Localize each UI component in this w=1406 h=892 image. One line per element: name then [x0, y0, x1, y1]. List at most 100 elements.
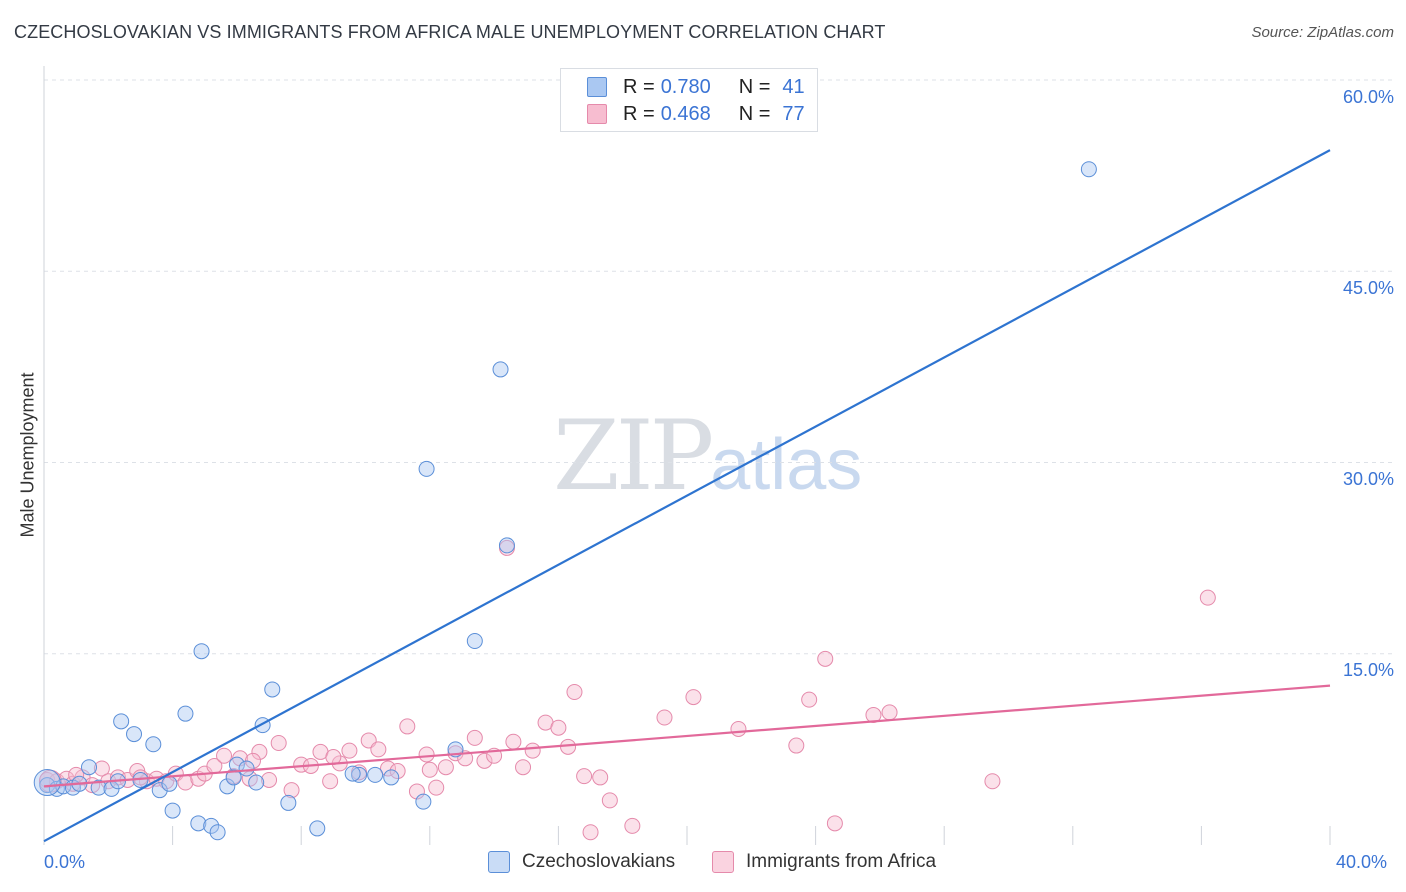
- czechoslovakians-point[interactable]: [418, 460, 435, 477]
- czechoslovakians-point[interactable]: [161, 775, 178, 792]
- immigrants-from-africa-point[interactable]: [421, 761, 438, 778]
- watermark-zip: ZIP: [553, 400, 714, 512]
- immigrants-from-africa-point[interactable]: [984, 773, 1001, 790]
- immigrants-from-africa-point[interactable]: [576, 768, 593, 785]
- immigrants-from-africa-point[interactable]: [801, 691, 818, 708]
- czechoslovakians-point[interactable]: [33, 769, 61, 797]
- chart-source: Source: ZipAtlas.com: [1251, 24, 1394, 41]
- immigrants-from-africa-point[interactable]: [408, 783, 425, 800]
- immigrants-from-africa-point[interactable]: [582, 824, 599, 841]
- immigrants-from-africa-point[interactable]: [216, 747, 233, 764]
- legend-r-value: 0.468: [660, 102, 711, 125]
- czechoslovakians-point[interactable]: [164, 802, 181, 819]
- czechoslovakians-point[interactable]: [113, 713, 130, 730]
- immigrants-from-africa-point[interactable]: [399, 718, 416, 735]
- immigrants-from-africa-point[interactable]: [251, 743, 268, 760]
- legend-n-label: N =: [738, 75, 771, 98]
- immigrants-from-africa-point[interactable]: [466, 729, 483, 746]
- czechoslovakians-point[interactable]: [177, 705, 194, 722]
- immigrants-from-africa-point[interactable]: [826, 815, 843, 832]
- watermark: ZIPatlas: [553, 400, 862, 512]
- immigrants-from-africa-point[interactable]: [550, 719, 567, 736]
- czechoslovakians-point[interactable]: [492, 361, 509, 378]
- czechoslovakians-point[interactable]: [193, 643, 210, 660]
- immigrants-from-africa-point[interactable]: [592, 769, 609, 786]
- immigrants-from-africa-point[interactable]: [505, 733, 522, 750]
- legend-row-immigrants-from-africa: R = 0.468 N = 77: [587, 101, 805, 127]
- czechoslovakians-point[interactable]: [238, 760, 255, 777]
- immigrants-from-africa-point[interactable]: [566, 684, 583, 700]
- immigrants-from-africa-point[interactable]: [656, 709, 673, 726]
- immigrants-from-africa-point[interactable]: [418, 746, 435, 763]
- immigrants-from-africa-point[interactable]: [261, 771, 278, 788]
- immigrants-from-africa-point[interactable]: [437, 759, 454, 776]
- czechoslovakians-point[interactable]: [145, 736, 162, 753]
- immigrants-from-africa-point[interactable]: [283, 782, 300, 799]
- czechoslovakians-point[interactable]: [498, 537, 515, 554]
- legend-swatch-pink: [587, 104, 607, 124]
- legend-swatch-pink: [712, 851, 734, 873]
- legend-swatch-blue: [587, 77, 607, 97]
- immigrants-from-africa-point[interactable]: [515, 759, 532, 776]
- czechoslovakians-point[interactable]: [248, 774, 265, 791]
- axes: [43, 66, 1331, 845]
- immigrants-from-africa-point[interactable]: [380, 760, 397, 777]
- immigrants-from-africa-point[interactable]: [601, 792, 618, 809]
- correlation-legend: R = 0.780 N = 41 R = 0.468 N = 77: [560, 68, 818, 132]
- chart-title: CZECHOSLOVAKIAN VS IMMIGRANTS FROM AFRIC…: [14, 22, 886, 42]
- czechoslovakians-point[interactable]: [415, 793, 432, 810]
- legend-n-value: 77: [782, 102, 805, 125]
- czechoslovakians-point[interactable]: [151, 782, 168, 799]
- watermark-atlas: atlas: [710, 425, 863, 505]
- immigrants-from-africa-point[interactable]: [788, 737, 805, 754]
- czechoslovakians-point[interactable]: [344, 765, 361, 782]
- czechoslovakians-point[interactable]: [309, 820, 326, 837]
- czechoslovakians-point[interactable]: [81, 759, 98, 776]
- czechoslovakians-point[interactable]: [264, 681, 281, 698]
- immigrants-from-africa-point[interactable]: [68, 766, 85, 783]
- czechoslovakians-point[interactable]: [1080, 161, 1097, 178]
- legend-row-czechoslovakians: R = 0.780 N = 41: [587, 74, 805, 100]
- czechoslovakians-point[interactable]: [383, 769, 400, 786]
- czechoslovakians-point[interactable]: [219, 778, 236, 795]
- immigrants-from-africa-point[interactable]: [341, 742, 358, 759]
- immigrants-from-africa-point[interactable]: [730, 720, 747, 737]
- immigrants-from-africa-point[interactable]: [370, 741, 387, 758]
- czechoslovakians-point[interactable]: [90, 779, 107, 796]
- trend-line-immigrants-from-africa: [43, 684, 1331, 788]
- immigrants-from-africa-point[interactable]: [476, 752, 493, 769]
- immigrants-from-africa-point[interactable]: [624, 817, 641, 834]
- immigrants-from-africa-point[interactable]: [1199, 589, 1216, 606]
- legend-item-czechoslovakians[interactable]: Czechoslovakians: [488, 851, 675, 873]
- legend-r-label: R =: [623, 75, 655, 98]
- y-tick-30: 30.0%: [1342, 469, 1394, 489]
- x-tick-0: 0.0%: [44, 852, 86, 872]
- immigrants-from-africa-point[interactable]: [817, 650, 834, 667]
- immigrants-from-africa-point[interactable]: [93, 760, 110, 777]
- legend-item-immigrants-from-africa[interactable]: Immigrants from Africa: [712, 851, 936, 873]
- legend-n-value: 41: [782, 75, 805, 98]
- x-tick-40: 40.0%: [1336, 852, 1388, 872]
- czechoslovakians-point[interactable]: [190, 815, 207, 832]
- czechoslovakians-point[interactable]: [209, 824, 226, 841]
- czechoslovakians-point[interactable]: [280, 794, 297, 811]
- czechoslovakians-point[interactable]: [225, 769, 242, 786]
- legend-n-label: N =: [738, 102, 771, 125]
- immigrants-from-africa-point[interactable]: [270, 735, 287, 751]
- immigrants-from-africa-point[interactable]: [322, 773, 339, 790]
- czechoslovakians-point[interactable]: [126, 726, 143, 743]
- immigrants-from-africa-point[interactable]: [389, 763, 406, 780]
- y-tick-15: 15.0%: [1342, 660, 1394, 680]
- series-legend: Czechoslovakians Immigrants from Africa: [0, 851, 1406, 877]
- immigrants-from-africa-point[interactable]: [524, 742, 541, 759]
- czechoslovakians-point[interactable]: [351, 766, 368, 783]
- immigrants-from-africa-point[interactable]: [560, 738, 577, 755]
- immigrants-from-africa-point[interactable]: [428, 779, 445, 796]
- czechoslovakians-point[interactable]: [466, 633, 483, 649]
- immigrants-from-africa-point[interactable]: [881, 704, 898, 721]
- czechoslovakians-point[interactable]: [203, 817, 220, 834]
- czechoslovakians-point[interactable]: [367, 766, 384, 783]
- legend-r-value: 0.780: [660, 75, 711, 98]
- immigrants-from-africa-point[interactable]: [685, 689, 702, 706]
